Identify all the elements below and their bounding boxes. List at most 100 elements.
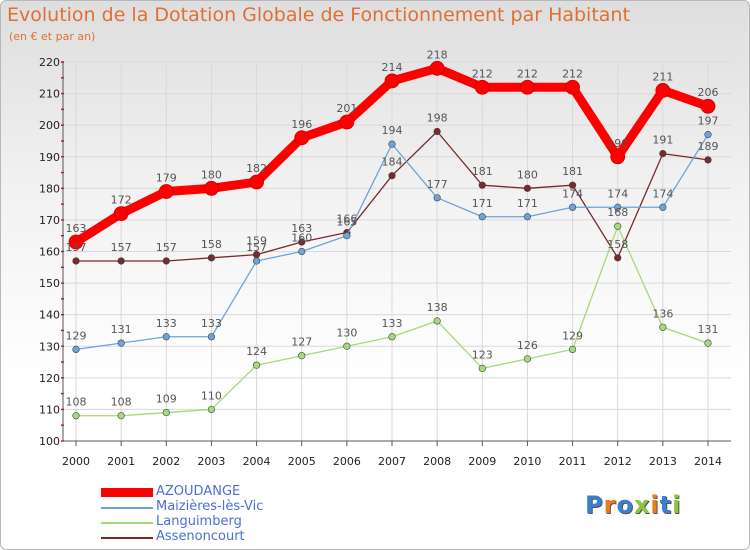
- data-label: 160: [291, 232, 312, 245]
- data-point: [207, 405, 216, 414]
- data-point: [72, 345, 80, 354]
- data-label: 182: [246, 162, 267, 175]
- data-point: [72, 412, 80, 420]
- x-tick-label: 2001: [107, 455, 135, 468]
- data-label: 108: [111, 396, 132, 409]
- data-point: [700, 98, 716, 114]
- x-tick-label: 2013: [649, 455, 677, 468]
- data-label: 181: [562, 165, 583, 178]
- data-label: 191: [652, 134, 673, 147]
- data-label: 163: [66, 222, 87, 235]
- data-point: [298, 247, 306, 256]
- data-point: [568, 203, 577, 211]
- legend-swatch: [101, 522, 153, 524]
- data-label: 126: [517, 339, 538, 352]
- data-label: 194: [382, 124, 403, 137]
- data-point: [565, 79, 580, 95]
- y-tick-label: 170: [39, 214, 60, 227]
- data-point: [158, 184, 174, 199]
- data-point: [207, 333, 216, 341]
- data-point: [704, 156, 712, 164]
- data-point: [655, 83, 671, 98]
- data-label: 174: [607, 187, 628, 200]
- data-label: 181: [472, 165, 493, 178]
- x-tick-label: 2000: [62, 455, 90, 468]
- proxiti-logo: Proxiti: [585, 491, 682, 519]
- y-tick-label: 140: [39, 309, 60, 322]
- x-tick-label: 2004: [243, 455, 271, 468]
- data-label: 131: [698, 323, 719, 336]
- data-point: [659, 149, 667, 158]
- data-label: 168: [607, 206, 628, 219]
- y-tick-label: 110: [39, 403, 60, 416]
- data-point: [207, 254, 216, 262]
- data-label: 171: [517, 197, 538, 210]
- x-tick-label: 2010: [513, 455, 541, 468]
- data-point: [523, 355, 532, 363]
- y-tick-label: 150: [39, 277, 60, 290]
- legend-label: AZOUDANGE: [156, 484, 241, 499]
- chart-subtitle: (en € et par an): [9, 30, 96, 43]
- data-label: 130: [336, 326, 357, 339]
- data-label: 158: [607, 238, 628, 251]
- data-point: [568, 345, 577, 354]
- data-label: 129: [562, 329, 583, 342]
- legend-swatch: [101, 488, 153, 497]
- data-point: [433, 194, 441, 202]
- y-tick-label: 200: [39, 119, 60, 132]
- data-point: [162, 333, 170, 341]
- data-label: 198: [427, 111, 448, 124]
- data-point: [343, 342, 351, 350]
- data-point: [614, 222, 622, 230]
- y-tick-label: 190: [39, 151, 60, 164]
- data-label: 157: [111, 241, 132, 254]
- data-point: [117, 257, 125, 265]
- x-tick-label: 2012: [604, 455, 632, 468]
- data-point: [117, 412, 125, 420]
- data-label: 158: [201, 238, 222, 251]
- y-tick-label: 210: [39, 88, 60, 101]
- y-tick-label: 180: [39, 182, 60, 195]
- data-label: 127: [291, 336, 312, 349]
- x-tick-label: 2008: [423, 455, 451, 468]
- data-point: [162, 257, 170, 265]
- data-label: 177: [427, 178, 448, 191]
- data-point: [478, 213, 486, 221]
- data-point: [204, 180, 219, 196]
- data-point: [388, 140, 396, 148]
- data-label: 123: [472, 348, 493, 361]
- data-label: 129: [66, 329, 87, 342]
- data-label: 157: [246, 241, 267, 254]
- legend-label: Languimberg: [156, 514, 242, 529]
- data-point: [523, 213, 532, 221]
- y-tick-label: 220: [39, 56, 60, 69]
- data-point: [388, 333, 396, 341]
- data-point: [433, 317, 441, 325]
- x-tick-label: 2011: [559, 455, 587, 468]
- data-label: 211: [652, 70, 673, 83]
- data-point: [610, 149, 626, 165]
- data-point: [568, 181, 577, 189]
- data-point: [614, 203, 622, 211]
- y-tick-label: 100: [39, 435, 60, 448]
- data-label: 133: [156, 317, 177, 330]
- data-point: [249, 174, 264, 190]
- data-label: 138: [427, 301, 448, 314]
- data-label: 196: [291, 118, 312, 131]
- data-label: 201: [336, 102, 357, 115]
- data-label: 180: [517, 168, 538, 181]
- data-point: [162, 408, 170, 417]
- data-point: [384, 73, 400, 89]
- legend-swatch: [101, 537, 153, 539]
- data-point: [388, 172, 396, 180]
- data-point: [429, 60, 445, 76]
- data-point: [659, 323, 667, 331]
- legend-label: Assenoncourt: [156, 529, 245, 544]
- data-label: 206: [698, 86, 719, 99]
- data-point: [252, 257, 261, 265]
- data-point: [72, 257, 80, 265]
- legend-label: Maizières-lès-Vic: [156, 499, 264, 514]
- data-point: [298, 238, 306, 246]
- data-label: 108: [66, 396, 87, 409]
